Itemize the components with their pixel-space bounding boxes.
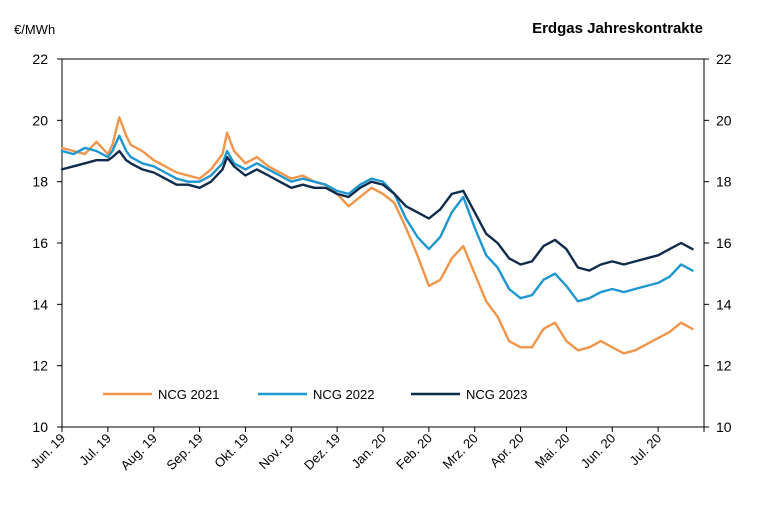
y-tick-label-right: 12 bbox=[716, 358, 732, 374]
y-axis-unit-label: €/MWh bbox=[14, 22, 56, 37]
series-line-3 bbox=[60, 149, 694, 272]
y-tick-label-left: 22 bbox=[32, 51, 48, 67]
x-tick-label: Nov. 19 bbox=[256, 431, 298, 473]
x-tick-label: Mai. 20 bbox=[532, 431, 573, 472]
y-tick-label-right: 20 bbox=[716, 112, 732, 128]
y-tick-label-right: 10 bbox=[716, 419, 732, 435]
y-tick-label-right: 14 bbox=[716, 296, 732, 312]
chart-title: Erdgas Jahreskontrakte bbox=[532, 20, 703, 37]
y-tick-label-right: 16 bbox=[716, 235, 732, 251]
x-tick-label: Jan. 20 bbox=[348, 431, 389, 472]
x-tick-label: Aug. 19 bbox=[118, 431, 160, 473]
y-tick-label-right: 22 bbox=[716, 51, 732, 67]
plot-frame bbox=[61, 58, 705, 428]
x-tick-label: Dez. 19 bbox=[301, 431, 343, 473]
x-tick-label: Jun. 20 bbox=[578, 431, 619, 472]
x-tick-label: Jul. 19 bbox=[76, 431, 114, 469]
x-tick-label: Okt. 19 bbox=[211, 431, 251, 471]
y-tick-label-left: 12 bbox=[32, 358, 48, 374]
y-tick-label-left: 14 bbox=[32, 296, 48, 312]
x-tick-label: Sep. 19 bbox=[163, 431, 205, 473]
x-tick-label: Apr. 20 bbox=[487, 431, 527, 471]
y-tick-label-left: 16 bbox=[32, 235, 48, 251]
legend-label-3: NCG 2023 bbox=[466, 387, 527, 402]
legend-label-1: NCG 2021 bbox=[158, 387, 219, 402]
legend-label-2: NCG 2022 bbox=[313, 387, 374, 402]
x-tick-label: Mrz. 20 bbox=[440, 431, 481, 472]
x-tick-label: Jul. 20 bbox=[627, 431, 665, 469]
x-tick-label: Jun. 19 bbox=[27, 431, 68, 472]
y-tick-label-left: 10 bbox=[32, 419, 48, 435]
y-tick-label-right: 18 bbox=[716, 174, 732, 190]
x-tick-label: Feb. 20 bbox=[393, 431, 435, 473]
series-line-2 bbox=[60, 134, 694, 303]
y-tick-label-left: 18 bbox=[32, 174, 48, 190]
y-tick-label-left: 20 bbox=[32, 112, 48, 128]
series-line-1 bbox=[60, 116, 694, 355]
